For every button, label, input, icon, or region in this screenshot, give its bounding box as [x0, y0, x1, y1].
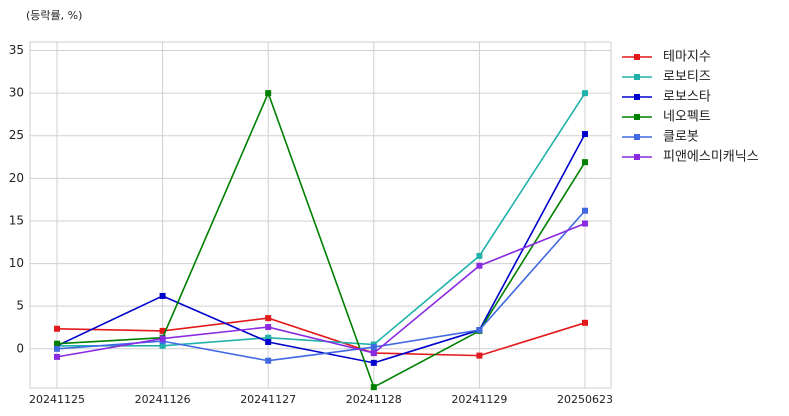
y-tick-label: 15	[9, 213, 24, 227]
point-marker	[582, 90, 588, 97]
point-marker	[265, 334, 272, 341]
series-line	[56, 210, 586, 362]
legend-marker	[634, 54, 640, 60]
plot-frame	[29, 41, 612, 389]
point-marker	[265, 90, 272, 97]
legend-label: 테마지수	[663, 50, 711, 65]
point-marker	[476, 352, 483, 359]
point-marker	[159, 335, 166, 342]
x-tick-label: 20241125	[29, 393, 85, 406]
point-marker	[370, 350, 377, 357]
point-marker	[54, 340, 60, 347]
point-marker	[265, 357, 272, 364]
point-marker	[582, 159, 588, 166]
x-tick-label: 20241126	[135, 393, 191, 406]
point-marker	[265, 338, 272, 345]
x-tick-label: 20241127	[240, 393, 296, 406]
legend-marker	[634, 114, 640, 120]
series-line	[56, 90, 586, 389]
point-marker	[370, 384, 377, 391]
point-marker	[159, 292, 166, 299]
y-tick-label: 25	[9, 128, 24, 142]
point-marker	[582, 207, 588, 214]
legend-label: 네오펙트	[663, 110, 711, 125]
point-marker	[476, 262, 483, 269]
legend-label: 클로봇	[663, 130, 699, 145]
series-line	[57, 92, 586, 347]
point-marker	[265, 315, 272, 322]
point-marker	[582, 319, 588, 326]
point-marker	[54, 345, 60, 352]
series-line	[56, 317, 586, 357]
x-tick-label: 20241129	[451, 393, 507, 406]
legend-marker	[634, 94, 640, 100]
point-marker	[265, 324, 272, 331]
point-marker	[476, 252, 483, 259]
legend-label: 피앤에스미캐닉스	[663, 150, 759, 165]
y-tick-label: 35	[9, 43, 24, 57]
series-line	[56, 222, 586, 358]
y-tick-label: 10	[9, 256, 24, 270]
x-tick-label: 20241128	[346, 393, 402, 406]
y-tick-label: 20	[9, 171, 24, 185]
y-tick-label: 0	[16, 341, 24, 355]
point-marker	[582, 220, 588, 227]
point-marker	[54, 353, 60, 360]
point-marker	[476, 327, 483, 334]
y-axis-label: (등락률, %)	[26, 9, 82, 22]
point-marker	[582, 131, 588, 138]
y-tick-label: 5	[16, 299, 24, 313]
point-marker	[370, 359, 377, 366]
point-marker	[54, 325, 60, 332]
point-marker	[159, 327, 166, 334]
legend-label: 로보티즈	[663, 70, 711, 85]
legend-marker	[634, 134, 640, 140]
x-tick-label: 20250623	[557, 393, 613, 406]
legend-marker	[634, 154, 640, 160]
y-tick-label: 30	[9, 86, 24, 100]
point-marker	[159, 342, 166, 349]
point-marker	[370, 344, 377, 351]
legend-marker	[634, 74, 640, 80]
series-line	[56, 133, 586, 364]
legend-label: 로보스타	[663, 90, 711, 105]
